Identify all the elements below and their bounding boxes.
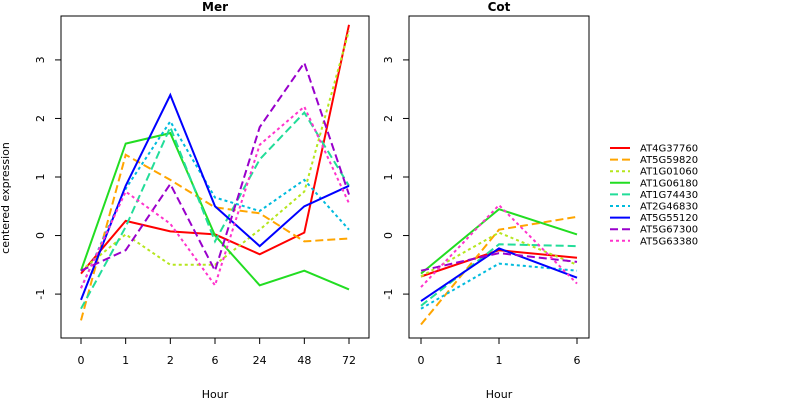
x-tick-label: 0	[418, 354, 425, 367]
legend-label: AT1G74430	[640, 190, 698, 201]
x-tick-label: 72	[342, 354, 356, 367]
series-line-at5g59820	[420, 215, 578, 326]
panel-title: Cot	[488, 0, 511, 14]
legend-item: AT5G67300	[610, 225, 698, 236]
x-tick-label: 1	[122, 354, 129, 367]
series-line-at1g01060	[80, 30, 350, 272]
legend-item: AT5G63380	[610, 236, 698, 247]
y-tick-label: 1	[382, 174, 395, 181]
y-axis-label: centered expression	[0, 142, 12, 254]
y-tick-label: 3	[382, 56, 395, 63]
legend-label: AT2G46830	[640, 202, 698, 213]
series-line-at5g55120	[80, 92, 350, 301]
series-line-at1g74430	[420, 243, 578, 307]
series-line-at5g67300	[80, 60, 350, 274]
legend-item: AT1G06180	[610, 178, 698, 189]
y-tick-label: -1	[382, 289, 395, 300]
chart-panels: Mer 0 1 2 6 24 48 72 Hour -1 0 1 2 3 Cot 0 1 6 Hour -1 0 1 2 3	[34, 0, 590, 400]
y-tick-label: -1	[34, 289, 47, 300]
panel-cot: Cot 0 1 6 Hour -1 0 1 2 3	[382, 0, 590, 400]
series-line-at1g01060	[420, 231, 578, 278]
legend-label: AT1G01060	[640, 167, 698, 178]
y-tick-label: 0	[382, 232, 395, 239]
x-tick-label: 2	[167, 354, 174, 367]
legend-label: AT5G63380	[640, 236, 698, 247]
legend-label: AT5G55120	[640, 213, 698, 224]
panel-title: Mer	[202, 0, 228, 14]
legend-item: AT2G46830	[610, 202, 698, 213]
legend-label: AT5G67300	[640, 225, 698, 236]
x-axis-label: Hour	[486, 388, 513, 400]
legend: AT4G37760AT5G59820AT1G01060AT1G06180AT1G…	[610, 144, 698, 247]
legend-label: AT1G06180	[640, 178, 698, 189]
x-tick-label: 0	[78, 354, 85, 367]
x-tick-label: 1	[496, 354, 503, 367]
y-tick-label: 0	[34, 232, 47, 239]
legend-item: AT4G37760	[610, 144, 698, 155]
x-tick-label: 6	[212, 354, 219, 367]
x-tick-label: 6	[574, 354, 581, 367]
series-line-at5g63380	[420, 203, 578, 288]
series-line-at1g74430	[80, 110, 350, 310]
series-line-at5g67300	[420, 252, 578, 272]
legend-item: AT5G55120	[610, 213, 698, 224]
legend-label: AT4G37760	[640, 144, 698, 155]
legend-item: AT1G74430	[610, 190, 698, 201]
series-line-at5g55120	[420, 247, 578, 302]
legend-item: AT5G59820	[610, 155, 698, 166]
legend-label: AT5G59820	[640, 155, 698, 166]
x-tick-label: 48	[297, 354, 311, 367]
series-line-at2g46830	[80, 119, 350, 289]
panel-mer: Mer 0 1 2 6 24 48 72 Hour -1 0 1 2 3	[34, 0, 370, 400]
y-tick-label: 2	[34, 115, 47, 122]
series-line-at2g46830	[420, 262, 578, 310]
series-line-at1g06180	[420, 208, 578, 275]
series-line-at4g37760	[420, 249, 578, 278]
x-tick-label: 24	[253, 354, 267, 367]
legend-item: AT1G01060	[610, 167, 698, 178]
y-tick-label: 2	[382, 115, 395, 122]
y-tick-label: 3	[34, 56, 47, 63]
x-axis-label: Hour	[202, 388, 229, 400]
plot-frame	[408, 15, 590, 339]
series-line-at5g59820	[80, 153, 350, 321]
y-tick-label: 1	[34, 174, 47, 181]
series-line-at1g06180	[80, 131, 350, 291]
plot-frame	[60, 15, 370, 339]
